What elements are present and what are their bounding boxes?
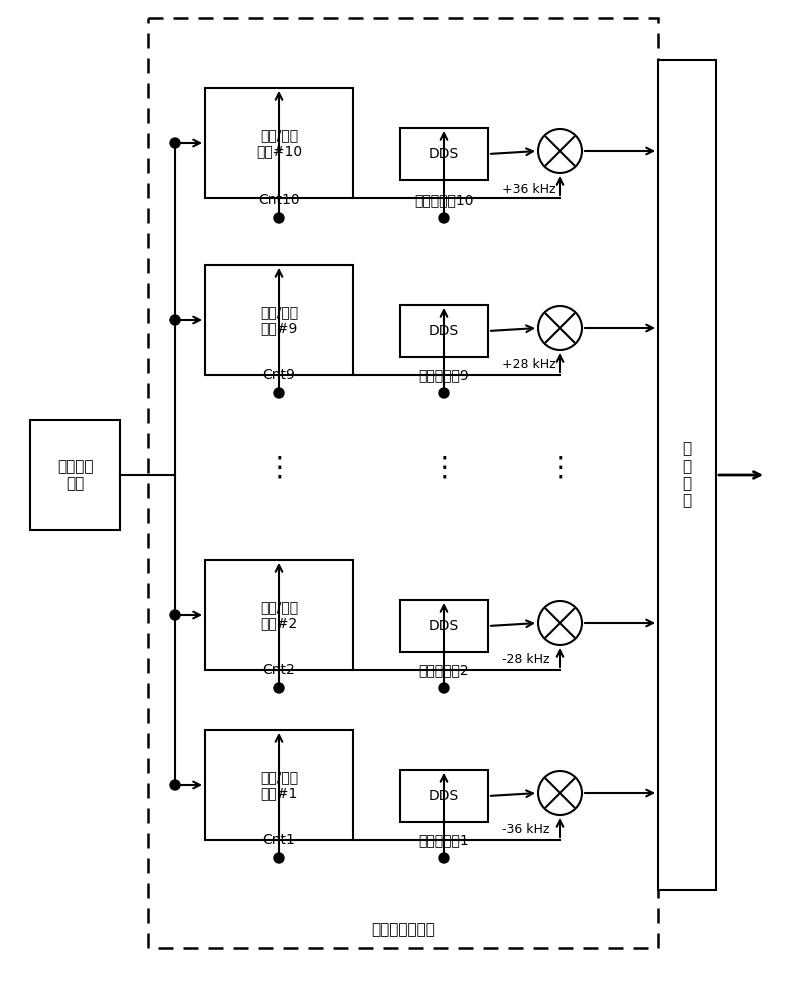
Text: DDS: DDS	[429, 789, 459, 803]
Bar	[400, 600, 488, 652]
Circle shape	[170, 610, 180, 620]
Text: DDS: DDS	[429, 619, 459, 633]
Text: 数字前端
单元: 数字前端 单元	[57, 459, 94, 491]
Bar	[205, 265, 353, 375]
Text: -36 kHz: -36 kHz	[502, 823, 550, 836]
Text: ⋮: ⋮	[546, 454, 574, 482]
Bar	[400, 770, 488, 822]
Bar	[205, 730, 353, 840]
Text: 频率控制字10: 频率控制字10	[414, 193, 473, 207]
Text: 频率控制字2: 频率控制字2	[419, 663, 469, 677]
Circle shape	[170, 138, 180, 148]
Circle shape	[170, 315, 180, 325]
Circle shape	[274, 853, 284, 863]
Bar	[400, 305, 488, 357]
Circle shape	[538, 601, 582, 645]
Text: DDS: DDS	[429, 147, 459, 161]
Circle shape	[439, 213, 449, 223]
Text: +36 kHz: +36 kHz	[502, 183, 556, 196]
Bar	[205, 560, 353, 670]
Text: +28 kHz: +28 kHz	[502, 358, 556, 371]
Text: ⋮: ⋮	[265, 454, 293, 482]
Circle shape	[439, 853, 449, 863]
Circle shape	[538, 771, 582, 815]
Text: Cnt1: Cnt1	[262, 833, 296, 847]
Text: 插入/扣除
模块#10: 插入/扣除 模块#10	[256, 128, 302, 158]
Text: 插入/扣除
模块#2: 插入/扣除 模块#2	[260, 600, 298, 630]
Circle shape	[170, 780, 180, 790]
Circle shape	[538, 306, 582, 350]
Text: 插入/扣除
模块#9: 插入/扣除 模块#9	[260, 305, 298, 335]
Circle shape	[439, 388, 449, 398]
Text: DDS: DDS	[429, 324, 459, 338]
Text: 插入/扣除
模块#1: 插入/扣除 模块#1	[260, 770, 298, 800]
Circle shape	[274, 683, 284, 693]
Text: ⋮: ⋮	[430, 454, 458, 482]
Text: 多普勒开槽单元: 多普勒开槽单元	[371, 922, 435, 938]
Text: 频率控制字1: 频率控制字1	[419, 833, 469, 847]
Bar	[400, 128, 488, 180]
Bar	[658, 60, 716, 890]
Text: 频率控制字9: 频率控制字9	[419, 368, 469, 382]
Circle shape	[274, 388, 284, 398]
Bar	[148, 18, 658, 948]
Text: Cnt2: Cnt2	[262, 663, 295, 677]
Text: -28 kHz: -28 kHz	[502, 653, 550, 666]
Circle shape	[274, 213, 284, 223]
Text: 存
储
单
元: 存 储 单 元	[683, 441, 691, 509]
Bar	[205, 88, 353, 198]
Bar	[30, 420, 120, 530]
Circle shape	[439, 683, 449, 693]
Text: Cnt10: Cnt10	[259, 193, 300, 207]
Circle shape	[538, 129, 582, 173]
Text: Cnt9: Cnt9	[262, 368, 296, 382]
